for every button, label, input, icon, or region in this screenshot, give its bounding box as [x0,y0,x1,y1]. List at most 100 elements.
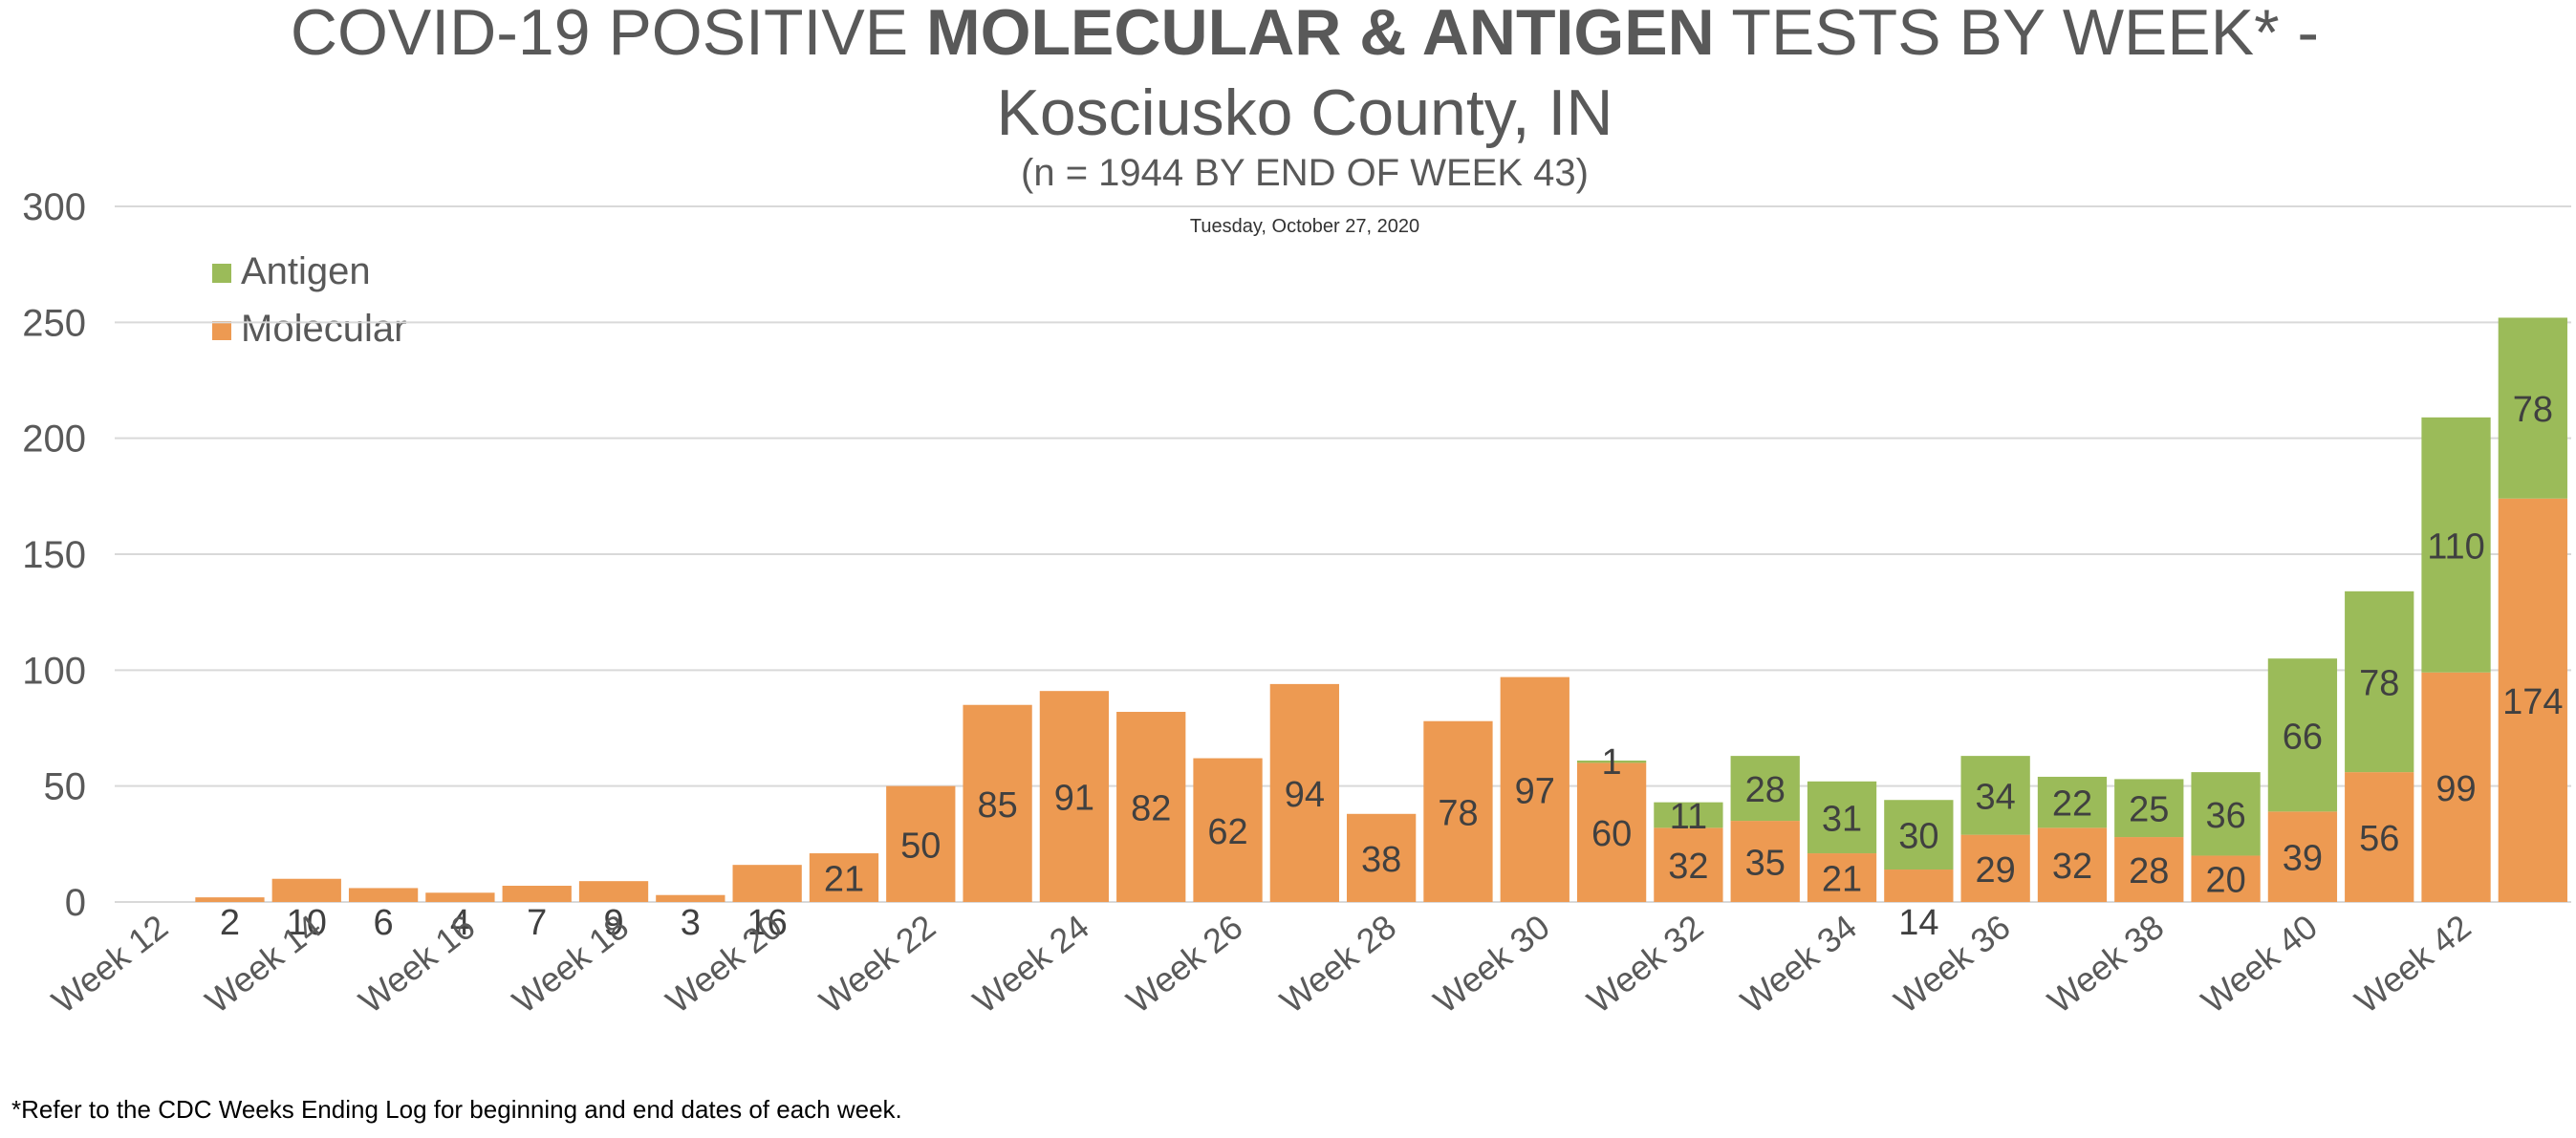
data-label-molecular: 4 [450,903,470,943]
bar-molecular [1193,758,1263,902]
bar-molecular [1423,720,1493,902]
legend-item-antigen: Antigen [212,250,371,293]
y-tick-label: 250 [22,302,86,344]
chart-subtitle: Kosciusko County, IN [996,76,1613,149]
data-label-molecular: 2 [220,903,240,943]
x-tick-label: Week 28 [1272,907,1403,1020]
bar-antigen [2345,590,2414,773]
bar-molecular [502,886,572,902]
bar-molecular [271,878,341,902]
data-label-antigen: 34 [1976,777,2016,817]
title-part: TESTS BY WEEK* - [1714,0,2320,69]
data-label-antigen: 28 [1745,770,1786,810]
bar-molecular [2037,827,2108,902]
data-label-antigen: 22 [2052,784,2092,825]
data-label-molecular: 6 [374,903,394,943]
bar-molecular [1576,762,1647,902]
bar-molecular [425,892,495,902]
y-tick-label: 0 [65,882,86,924]
data-label-antigen: 30 [1898,817,1938,857]
bar-antigen [1576,760,1647,763]
data-label-molecular: 14 [1898,903,1938,943]
data-label-molecular: 62 [1207,812,1247,852]
y-tick-label: 100 [22,650,86,692]
bar-molecular [578,881,649,902]
x-tick-label: Week 32 [1580,907,1711,1020]
legend-label-antigen: Antigen [241,250,371,292]
data-label-antigen: 78 [2359,663,2399,703]
bar-antigen [2421,417,2491,673]
bar-molecular [809,853,879,902]
data-label-molecular: 7 [527,903,547,943]
bar-molecular [1654,827,1723,902]
bar-molecular [2498,498,2567,902]
bar-molecular [963,704,1032,902]
bar-molecular [2345,772,2414,902]
bar-molecular [195,897,265,902]
data-label-molecular: 28 [2129,851,2169,891]
bar-molecular [2114,837,2184,902]
bar-molecular [656,894,725,902]
data-label-molecular: 94 [1285,775,1325,815]
data-label-molecular: 56 [2359,819,2399,859]
y-tick-label: 300 [22,186,86,228]
bar-molecular [348,888,419,902]
y-tick-label: 50 [44,766,87,808]
x-tick-label: Week 40 [2194,907,2325,1020]
data-label-antigen: 78 [2513,390,2553,430]
data-label-molecular: 38 [1361,840,1401,880]
bar-molecular [1347,813,1417,902]
bar-molecular [1269,683,1339,902]
legend-swatch-antigen [212,264,231,284]
bar-antigen [1730,756,1800,822]
x-tick-label: Week 34 [1733,907,1864,1020]
data-label-antigen: 1 [1602,742,1622,783]
data-label-molecular: 21 [824,860,864,900]
data-label-antigen: 11 [1670,797,1707,837]
data-label-molecular: 85 [977,785,1017,826]
x-tick-label: Week 24 [965,907,1096,1020]
data-label-molecular: 82 [1131,789,1171,829]
data-label-molecular: 99 [2435,769,2476,809]
bar-antigen [1884,800,1954,870]
data-label-antigen: 36 [2205,796,2245,836]
bar-molecular [1039,691,1110,902]
data-label-molecular: 97 [1515,771,1555,811]
legend-item-molecular: Molecular [212,308,406,351]
bar-molecular [1807,853,1877,902]
bar-molecular [732,865,802,902]
bar-molecular [1730,821,1800,902]
data-label-molecular: 21 [1822,860,1862,900]
data-label-antigen: 31 [1822,799,1862,839]
data-label-molecular: 3 [681,903,701,943]
title-part: COVID-19 POSITIVE [290,0,926,69]
legend-swatch-molecular [212,321,231,341]
title-bold-part: MOLECULAR & ANTIGEN [925,0,1715,69]
x-tick-label: Week 20 [659,907,790,1020]
bar-molecular [1500,676,1569,902]
data-label-molecular: 9 [603,903,623,943]
legend-label-molecular: Molecular [241,308,407,350]
data-label-molecular: 60 [1591,814,1632,854]
bar-antigen [1960,756,2030,835]
bar-antigen [1807,781,1877,854]
bar-molecular [2421,672,2491,902]
y-tick-label: 150 [22,534,86,576]
data-label-molecular: 174 [2502,682,2563,722]
data-label-molecular: 29 [1976,850,2016,891]
x-tick-label: Week 16 [352,907,483,1020]
footnote: *Refer to the CDC Weeks Ending Log for b… [11,1095,902,1124]
bar-antigen [2498,317,2567,499]
chart-title: COVID-19 POSITIVE MOLECULAR & ANTIGEN TE… [0,0,2576,65]
data-label-molecular: 32 [2052,847,2092,887]
bar-molecular [1116,712,1186,902]
x-tick-label: Week 14 [198,907,329,1020]
bar-molecular [1960,834,2030,902]
bar-antigen [2191,772,2261,856]
chart-count-note: (n = 1944 BY END OF WEEK 43) [1021,152,1589,194]
chart-date: Tuesday, October 27, 2020 [1189,216,1420,237]
data-label-molecular: 50 [900,826,941,866]
data-label-molecular: 78 [1438,793,1478,833]
data-label-antigen: 110 [2427,526,2485,567]
